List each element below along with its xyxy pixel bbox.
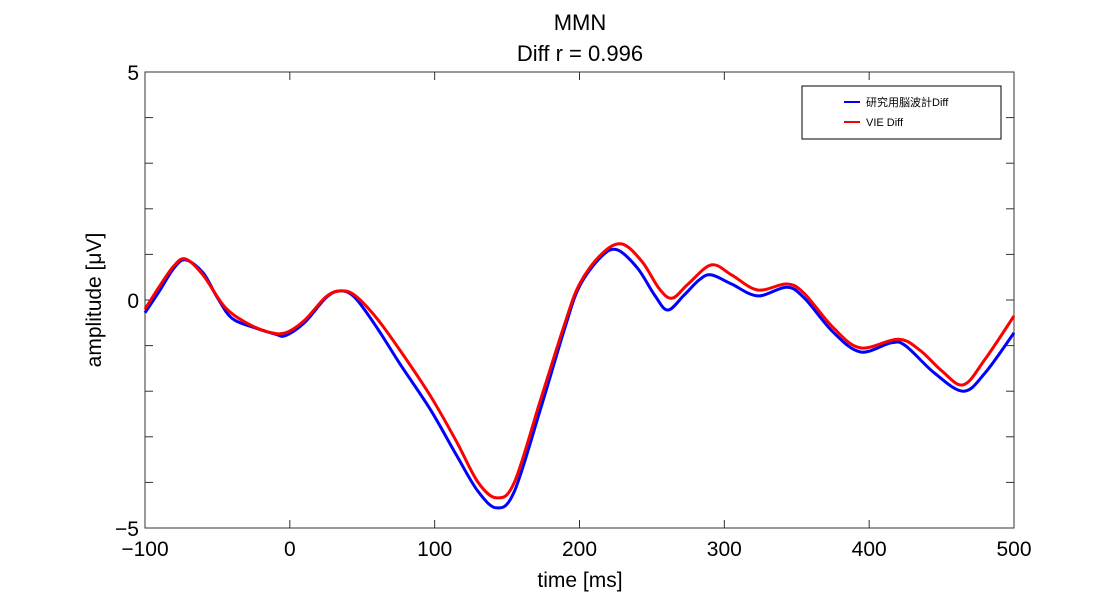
chart-subtitle: Diff r = 0.996 (517, 41, 643, 66)
y-tick-label: 5 (127, 62, 139, 85)
chart-title: MMN (554, 10, 607, 35)
y-tick-label: 0 (127, 290, 139, 313)
legend-label-0: 研究用脳波計Diff (866, 95, 949, 109)
x-tick-label: −100 (121, 538, 168, 561)
plot-area (144, 71, 1015, 529)
x-tick-label: 0 (284, 538, 296, 561)
x-axis-label: time [ms] (537, 569, 622, 592)
legend: 研究用脳波計Diff VIE Diff (801, 85, 1002, 140)
legend-label-1: VIE Diff (866, 117, 904, 129)
y-axis-label: amplitude [μV] (83, 233, 106, 368)
legend-box (801, 85, 1002, 140)
x-tick-label: 100 (417, 538, 452, 561)
series-line-1 (143, 242, 1016, 500)
x-tick-label: 300 (707, 538, 742, 561)
y-tick-label: −5 (115, 518, 139, 541)
axis-ticks: −100 0 100 200 300 400 500 −5 0 5 (115, 62, 1031, 561)
x-tick-label: 200 (562, 538, 597, 561)
series-lines (143, 242, 1016, 510)
x-tick-label: 500 (996, 538, 1031, 561)
x-tick-label: 400 (852, 538, 887, 561)
